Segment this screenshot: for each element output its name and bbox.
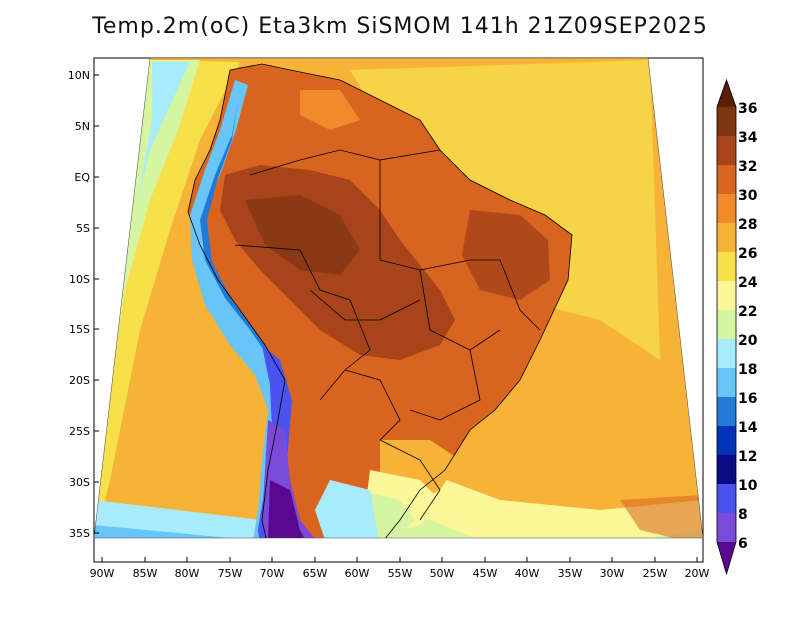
country-borders bbox=[187, 63, 573, 538]
colorbar-swatch-8-10 bbox=[717, 484, 736, 513]
latitude-axis: 10N 5N EQ 5S 10S 15S 20S 25S 30S 35S bbox=[68, 69, 99, 540]
colorbar-swatch-26-28 bbox=[717, 223, 736, 252]
lat-label-10s: 10S bbox=[69, 273, 90, 286]
patagonian-andes-coldest bbox=[268, 480, 312, 538]
lon-label-35w: 35W bbox=[558, 567, 583, 580]
border-peru-bolivia-brazil bbox=[234, 244, 371, 371]
longitude-axis: 90W 85W 80W 75W 70W 65W 60W 55W 50W 45W … bbox=[90, 557, 710, 580]
atlantic-coastline bbox=[229, 63, 573, 538]
colorbar-label-36: 36 bbox=[738, 101, 757, 117]
south-pacific-cold bbox=[94, 500, 260, 538]
colorbar-swatch-30-32 bbox=[717, 165, 736, 194]
argentina-cyan bbox=[315, 480, 380, 538]
border-uruguay-argentina bbox=[379, 439, 441, 521]
temperature-field bbox=[94, 58, 703, 538]
lon-label-55w: 55W bbox=[388, 567, 413, 580]
lon-label-30w: 30W bbox=[600, 567, 625, 580]
colorbar-label-6: 6 bbox=[738, 536, 748, 552]
colorbar-swatch-32-34 bbox=[717, 136, 736, 165]
lon-label-90w: 90W bbox=[90, 567, 115, 580]
colorbar-label-8: 8 bbox=[738, 507, 748, 523]
colorbar-swatch-6-8 bbox=[717, 513, 736, 542]
border-brazil-states-b bbox=[419, 269, 501, 351]
border-north-brazil bbox=[299, 149, 441, 161]
colorbar-swatch-10-12 bbox=[717, 455, 736, 484]
border-brazil-states-c bbox=[409, 349, 481, 421]
colorbar-label-28: 28 bbox=[738, 217, 757, 233]
lat-label-10n: 10N bbox=[68, 69, 90, 82]
border-brazil-states-d bbox=[499, 259, 541, 331]
colorbar-cap-bottom bbox=[717, 542, 736, 574]
colorbar-cap-top bbox=[717, 80, 736, 107]
lon-label-85w: 85W bbox=[133, 567, 158, 580]
lon-label-20w: 20W bbox=[685, 567, 710, 580]
colorbar-label-32: 32 bbox=[738, 159, 757, 175]
lat-label-eq: EQ bbox=[74, 171, 90, 184]
colorbar-label-34: 34 bbox=[738, 130, 758, 146]
border-colombia-peru bbox=[249, 159, 301, 176]
lat-label-15s: 15S bbox=[69, 323, 90, 336]
pacific-coastline bbox=[187, 69, 286, 538]
colorbar-swatch-28-30 bbox=[717, 194, 736, 223]
lat-label-25s: 25S bbox=[69, 425, 90, 438]
colorbar-label-12: 12 bbox=[738, 449, 757, 465]
lon-label-50w: 50W bbox=[430, 567, 455, 580]
lon-label-60w: 60W bbox=[345, 567, 370, 580]
south-pacific-colder bbox=[94, 525, 250, 538]
colorbar-swatch-34-36 bbox=[717, 107, 736, 136]
model-domain-outline bbox=[93, 57, 704, 539]
colorbar-label-24: 24 bbox=[738, 275, 758, 291]
lat-label-5s: 5S bbox=[76, 222, 90, 235]
colorbar-swatch-22-24 bbox=[717, 281, 736, 310]
colorbar-swatch-18-20 bbox=[717, 339, 736, 368]
lat-label-5n: 5N bbox=[75, 120, 90, 133]
amazon-hottest-core bbox=[245, 195, 360, 275]
colorbar-label-20: 20 bbox=[738, 333, 758, 349]
colorbar-swatch-20-22 bbox=[717, 310, 736, 339]
colorbar-label-18: 18 bbox=[738, 362, 757, 378]
colorbar-swatch-24-26 bbox=[717, 252, 736, 281]
lon-label-65w: 65W bbox=[303, 567, 328, 580]
lon-label-40w: 40W bbox=[515, 567, 540, 580]
lat-label-30s: 30S bbox=[69, 476, 90, 489]
map-title: Temp.2m(oC) Eta3km SiSMOM 141h 21Z09SEP2… bbox=[92, 14, 708, 39]
lat-label-20s: 20S bbox=[69, 374, 90, 387]
lat-label-35s: 35S bbox=[69, 527, 90, 540]
lon-label-80w: 80W bbox=[175, 567, 200, 580]
border-paraguay bbox=[344, 369, 401, 441]
colorbar-label-22: 22 bbox=[738, 304, 757, 320]
northeast-hot-patch bbox=[462, 210, 550, 300]
colorbar-swatch-16-18 bbox=[717, 368, 736, 397]
lon-label-75w: 75W bbox=[218, 567, 243, 580]
lon-label-25w: 25W bbox=[643, 567, 668, 580]
lon-label-70w: 70W bbox=[260, 567, 285, 580]
pacific-cyan-band bbox=[138, 62, 190, 200]
colorbar-label-14: 14 bbox=[738, 420, 758, 436]
colorbar-swatch-12-14 bbox=[717, 426, 736, 455]
south-atlantic-warm-patch bbox=[620, 495, 703, 538]
colorbar: 36 34 32 30 28 26 24 22 20 18 16 14 12 1… bbox=[716, 78, 758, 576]
north-coast-warm bbox=[300, 90, 360, 130]
andes-cold-band bbox=[190, 80, 290, 538]
colorbar-swatch-14-16 bbox=[717, 397, 736, 426]
border-chile-argentina-north bbox=[319, 369, 346, 401]
colorbar-label-10: 10 bbox=[738, 478, 758, 494]
border-brazil-states-e bbox=[309, 289, 421, 321]
colorbar-label-16: 16 bbox=[738, 391, 757, 407]
lon-label-45w: 45W bbox=[473, 567, 498, 580]
colorbar-label-26: 26 bbox=[738, 246, 757, 262]
colorbar-label-30: 30 bbox=[738, 188, 758, 204]
